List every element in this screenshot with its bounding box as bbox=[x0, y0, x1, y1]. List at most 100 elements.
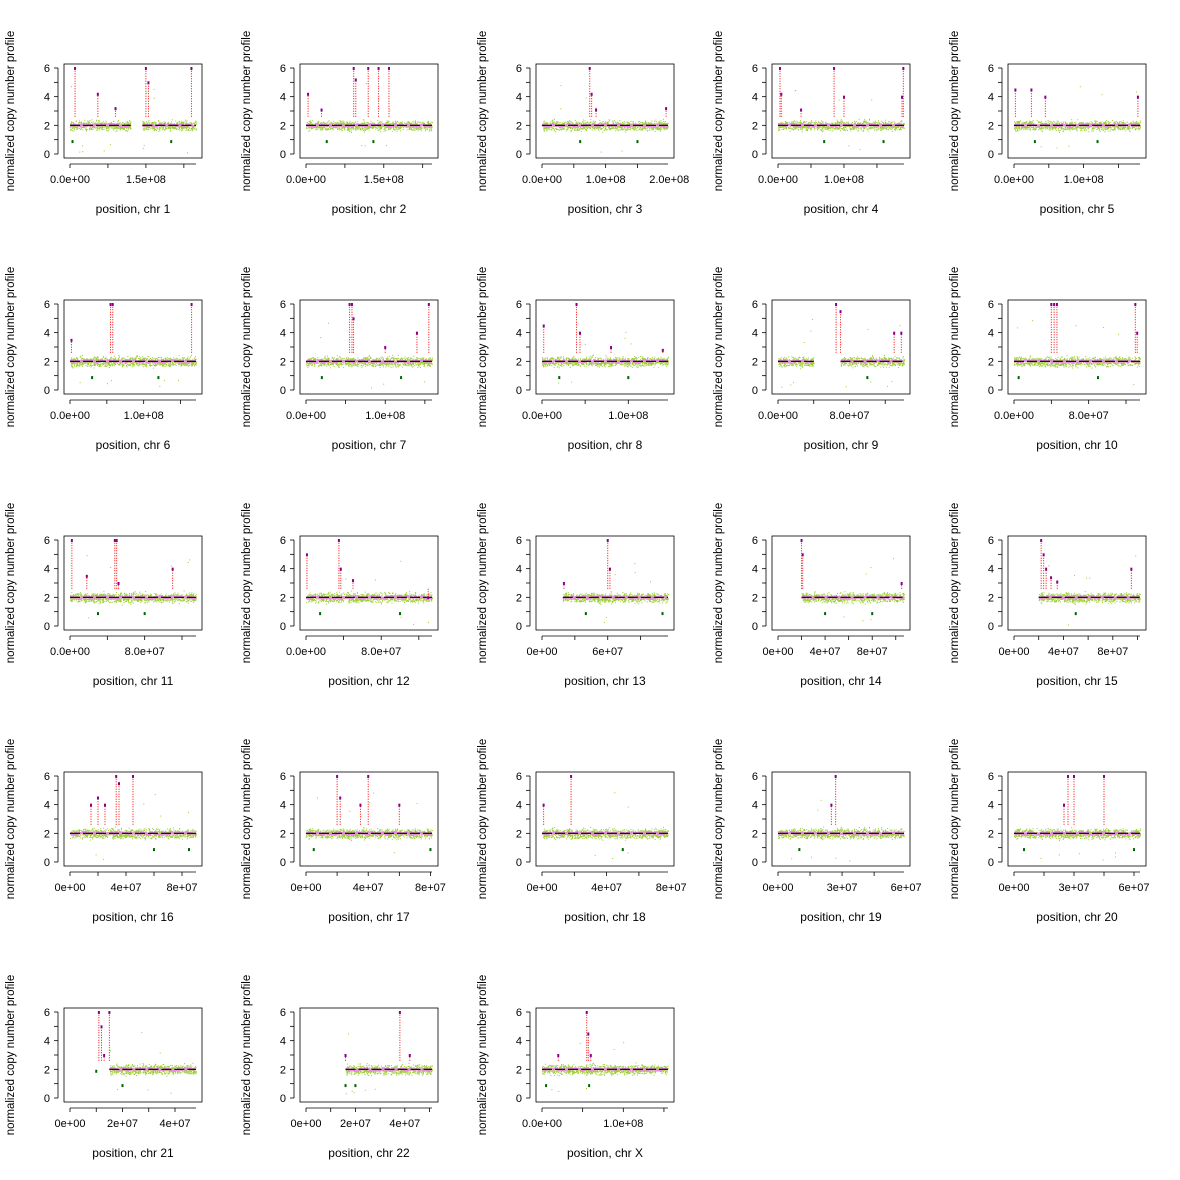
data-point bbox=[592, 122, 594, 124]
data-point bbox=[171, 121, 172, 123]
data-point bbox=[96, 120, 98, 122]
data-point bbox=[819, 122, 821, 124]
data-point bbox=[364, 122, 366, 124]
data-point bbox=[183, 122, 185, 124]
data-point bbox=[149, 121, 151, 123]
data-point bbox=[654, 122, 656, 124]
data-point bbox=[548, 128, 550, 130]
data-point bbox=[167, 123, 168, 125]
data-point bbox=[852, 128, 854, 130]
data-point bbox=[1026, 128, 1028, 130]
data-point bbox=[112, 123, 114, 124]
data-point bbox=[889, 127, 891, 129]
data-point bbox=[791, 122, 793, 124]
data-point bbox=[330, 121, 332, 123]
plot-frame bbox=[535, 63, 675, 159]
data-point bbox=[332, 129, 334, 131]
data-point bbox=[315, 123, 317, 125]
data-point bbox=[179, 128, 180, 130]
data-point bbox=[419, 128, 421, 130]
data-point bbox=[395, 128, 397, 130]
data-point bbox=[900, 129, 902, 131]
data-point bbox=[564, 122, 566, 123]
data-point bbox=[423, 126, 425, 127]
data-point bbox=[608, 127, 610, 129]
data-point bbox=[593, 121, 595, 123]
data-point bbox=[1019, 128, 1021, 130]
data-point bbox=[656, 127, 658, 129]
data-point bbox=[352, 128, 354, 130]
data-point bbox=[158, 122, 160, 124]
data-point bbox=[94, 127, 96, 129]
data-point bbox=[144, 122, 146, 124]
data-point bbox=[372, 125, 374, 127]
data-point bbox=[817, 127, 819, 129]
data-point bbox=[415, 129, 417, 130]
data-point bbox=[807, 127, 809, 129]
data-point bbox=[797, 128, 799, 130]
data-point bbox=[187, 129, 189, 131]
data-point bbox=[829, 123, 830, 125]
data-point bbox=[412, 121, 414, 123]
data-point bbox=[380, 127, 382, 129]
data-point bbox=[809, 121, 811, 123]
data-point bbox=[617, 122, 619, 124]
data-point bbox=[323, 126, 325, 128]
data-point bbox=[84, 119, 86, 121]
data-point bbox=[577, 127, 579, 129]
data-point bbox=[887, 128, 889, 130]
data-point bbox=[99, 123, 101, 125]
data-point bbox=[170, 128, 172, 130]
data-point bbox=[619, 120, 621, 121]
data-point bbox=[115, 127, 117, 129]
data-point bbox=[113, 129, 115, 131]
data-point bbox=[118, 122, 120, 124]
data-point bbox=[562, 123, 564, 125]
data-point bbox=[160, 127, 162, 129]
data-point bbox=[787, 126, 789, 128]
data-point bbox=[429, 129, 431, 131]
data-point bbox=[180, 125, 182, 127]
data-point bbox=[340, 127, 342, 129]
data-point bbox=[153, 129, 155, 131]
data-point bbox=[412, 126, 414, 128]
data-point bbox=[409, 126, 411, 128]
data-point bbox=[875, 122, 876, 124]
data-point bbox=[598, 122, 600, 124]
data-point bbox=[431, 129, 433, 131]
data-point bbox=[582, 127, 584, 129]
data-point bbox=[324, 123, 326, 125]
data-point bbox=[96, 126, 98, 128]
data-point bbox=[856, 126, 858, 128]
data-point bbox=[582, 119, 584, 121]
data-point bbox=[380, 131, 382, 133]
data-point bbox=[194, 122, 196, 124]
data-point bbox=[895, 126, 897, 128]
data-point bbox=[623, 124, 624, 126]
data-point bbox=[602, 121, 604, 123]
data-point bbox=[97, 122, 99, 124]
data-point bbox=[70, 129, 72, 131]
gain-segment bbox=[354, 78, 357, 82]
gain-segment bbox=[780, 92, 783, 96]
data-point bbox=[626, 126, 628, 128]
data-point bbox=[877, 122, 879, 124]
data-point bbox=[834, 122, 836, 124]
data-point bbox=[778, 123, 780, 125]
data-point bbox=[834, 128, 836, 130]
data-point bbox=[1077, 119, 1079, 121]
data-point bbox=[415, 126, 416, 128]
data-point bbox=[379, 127, 381, 129]
data-point bbox=[820, 129, 822, 131]
outlier-point bbox=[595, 107, 597, 109]
data-point bbox=[1105, 123, 1107, 125]
data-point bbox=[83, 123, 85, 125]
data-point bbox=[662, 123, 664, 125]
data-point bbox=[818, 127, 820, 129]
data-point bbox=[653, 127, 655, 129]
data-point bbox=[659, 130, 661, 132]
data-point bbox=[125, 130, 127, 132]
data-point bbox=[388, 126, 390, 128]
data-point bbox=[101, 127, 102, 129]
